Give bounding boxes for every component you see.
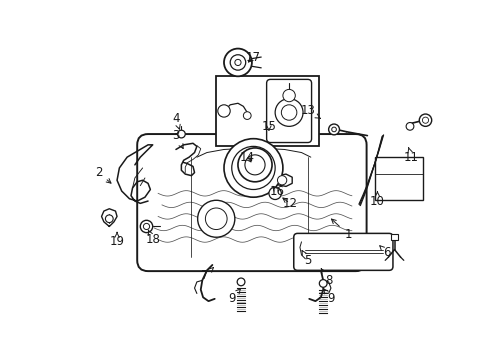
Circle shape [281, 105, 297, 120]
Text: 17: 17 [246, 50, 261, 64]
Circle shape [406, 122, 414, 130]
Text: 4: 4 [172, 112, 180, 129]
Text: 15: 15 [262, 120, 276, 133]
Bar [391, 234, 398, 240]
Circle shape [283, 89, 295, 102]
Text: 12: 12 [282, 197, 297, 210]
Text: 18: 18 [145, 230, 160, 246]
Circle shape [244, 112, 251, 120]
Text: 8: 8 [321, 269, 332, 287]
Text: 19: 19 [110, 233, 124, 248]
Circle shape [238, 148, 272, 182]
Text: 9: 9 [228, 289, 241, 305]
Text: 14: 14 [240, 150, 255, 164]
Text: 5: 5 [302, 251, 311, 267]
Circle shape [269, 187, 281, 199]
FancyBboxPatch shape [294, 233, 393, 270]
Text: 16: 16 [269, 185, 284, 198]
Circle shape [218, 105, 230, 117]
Circle shape [144, 223, 149, 230]
Circle shape [277, 176, 287, 185]
Bar [375, 157, 423, 199]
Circle shape [249, 163, 258, 172]
Circle shape [105, 215, 113, 222]
Text: 2: 2 [95, 166, 111, 183]
Bar [216, 76, 318, 147]
Circle shape [235, 59, 241, 66]
Circle shape [275, 99, 303, 126]
Text: 6: 6 [380, 246, 391, 259]
Text: 7: 7 [201, 267, 214, 282]
Circle shape [329, 124, 340, 135]
Circle shape [197, 200, 235, 237]
Circle shape [232, 147, 275, 189]
Circle shape [419, 114, 432, 126]
Circle shape [422, 117, 429, 123]
FancyBboxPatch shape [267, 80, 312, 143]
Circle shape [224, 49, 252, 76]
Circle shape [224, 139, 283, 197]
Text: 11: 11 [404, 148, 419, 164]
Circle shape [332, 127, 336, 132]
Text: 9: 9 [324, 289, 335, 305]
Circle shape [205, 208, 227, 230]
Circle shape [140, 220, 153, 233]
Circle shape [230, 55, 245, 70]
Circle shape [237, 278, 245, 286]
Text: 3: 3 [172, 129, 183, 149]
Text: 13: 13 [300, 104, 320, 118]
Text: 1: 1 [331, 219, 352, 240]
Text: 10: 10 [370, 192, 385, 208]
Circle shape [319, 280, 327, 287]
Circle shape [242, 156, 265, 180]
Circle shape [177, 130, 185, 138]
FancyBboxPatch shape [137, 134, 367, 271]
Circle shape [245, 155, 265, 175]
